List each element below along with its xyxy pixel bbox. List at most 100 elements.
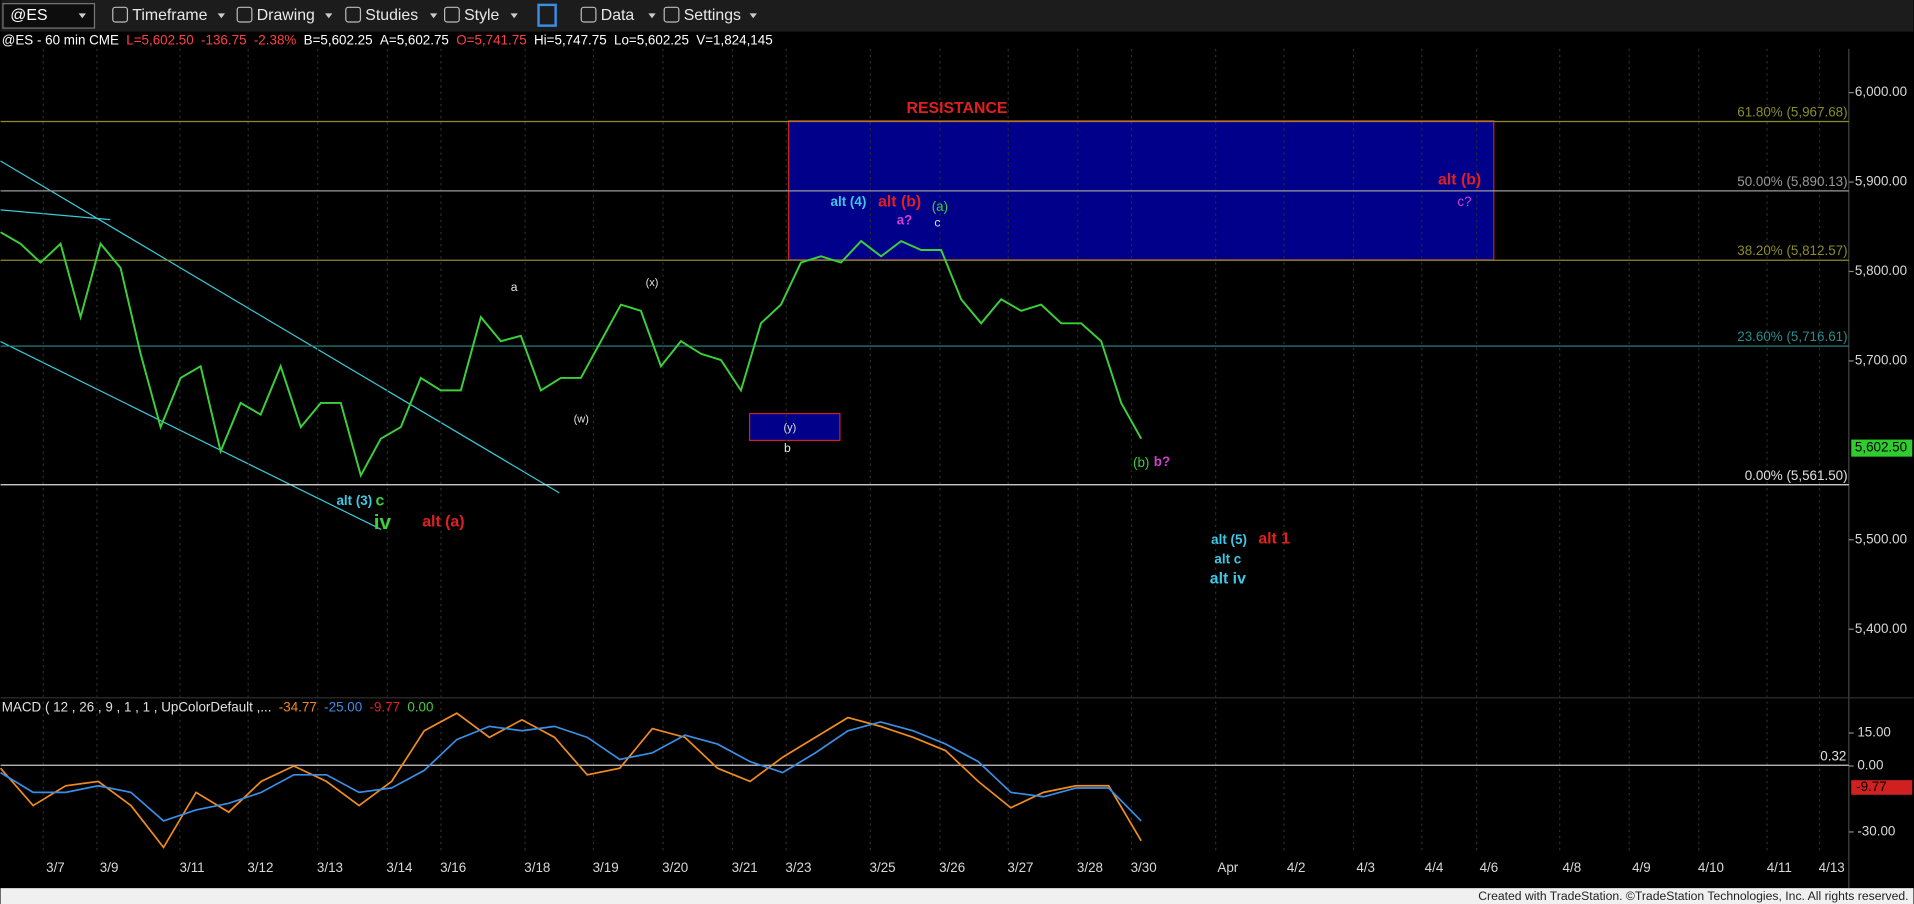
- last-price-tag: [1851, 439, 1913, 457]
- dropdown-arrow: [749, 13, 757, 19]
- info-item: L=5,602.50: [126, 32, 193, 47]
- x-tick-label: Apr: [1217, 860, 1238, 875]
- trendline: [0, 341, 382, 531]
- menu-icon[interactable]: [663, 6, 680, 23]
- footer-bar: [0, 888, 1914, 904]
- symbol[interactable]: @ES: [10, 7, 47, 24]
- wave-label: (y): [783, 422, 796, 434]
- menu-item[interactable]: Timeframe: [132, 7, 207, 24]
- macd-tick-label: 0.00: [1857, 758, 1883, 773]
- menu-icon[interactable]: [444, 6, 460, 23]
- x-tick-label: 3/14: [386, 860, 413, 875]
- wave-label: c: [934, 215, 940, 229]
- x-tick-label: 3/30: [1131, 860, 1157, 875]
- info-item: -136.75: [201, 32, 246, 47]
- menu-icon[interactable]: [345, 6, 362, 23]
- y-tick-label: 5,400.00: [1855, 621, 1907, 636]
- menu-icon[interactable]: [236, 6, 253, 23]
- x-tick-label: 3/26: [939, 860, 965, 875]
- x-tick-label: 3/27: [1007, 860, 1033, 875]
- macd-name: MACD ( 12 , 26 , 9 , 1 , 1 , UpColorDefa…: [2, 699, 272, 714]
- menu-icon[interactable]: [580, 6, 597, 23]
- x-tick-label: 3/16: [440, 860, 466, 875]
- wave-label: alt (a): [422, 513, 464, 530]
- info-item: -2.38%: [254, 32, 297, 47]
- wave-label: (w): [574, 414, 589, 426]
- fib-label: 0.00% (5,561.50): [1745, 468, 1848, 483]
- info-item: Lo=5,602.25: [614, 32, 689, 47]
- wave-label: c: [376, 493, 385, 510]
- wave-label: b: [784, 441, 791, 455]
- x-tick-label: 3/21: [732, 860, 758, 875]
- x-tick-label: 3/18: [524, 860, 550, 875]
- macd-title: MACD ( 12 , 26 , 9 , 1 , 1 , UpColorDefa…: [2, 699, 434, 714]
- x-tick-label: 4/9: [1632, 860, 1651, 875]
- x-tick-label: 3/13: [317, 860, 343, 875]
- target-box: [748, 412, 841, 442]
- wave-label: alt 1: [1258, 530, 1290, 547]
- macd-tick-label: 15.00: [1857, 725, 1891, 740]
- menu-item[interactable]: Data: [601, 7, 635, 24]
- wave-label: iv: [374, 511, 392, 534]
- wave-label: alt (b): [878, 194, 921, 211]
- dropdown-arrow: [78, 13, 86, 19]
- macd-zero-label: 0.32: [1820, 748, 1846, 763]
- x-tick-label: 3/28: [1077, 860, 1103, 875]
- x-tick-label: 4/11: [1767, 860, 1792, 875]
- x-tick-label: 3/19: [593, 860, 619, 875]
- dropdown-arrow: [510, 13, 518, 19]
- symbol-box[interactable]: [2, 3, 96, 29]
- wave-label: RESISTANCE: [907, 100, 1008, 117]
- footer-text: Created with TradeStation. ©TradeStation…: [1478, 889, 1908, 903]
- macd-current-label: -9.77: [1856, 779, 1887, 794]
- dropdown-arrow: [325, 13, 333, 19]
- dropdown-arrow: [429, 13, 438, 19]
- wave-label: a: [511, 280, 518, 294]
- y-tick-label: 5,800.00: [1855, 263, 1907, 278]
- trendline: [0, 160, 560, 494]
- x-tick-label: 3/23: [785, 860, 811, 875]
- macd-readout: -34.77: [279, 699, 317, 714]
- wave-label: alt (5): [1211, 532, 1247, 547]
- dropdown-arrow: [217, 13, 226, 19]
- fib-label: 38.20% (5,812.57): [1737, 243, 1847, 258]
- menu-item[interactable]: Studies: [365, 7, 418, 24]
- last-price-label: 5,602.50: [1855, 440, 1907, 455]
- info-item: O=5,741.75: [456, 32, 526, 47]
- wave-label: c?: [1457, 194, 1471, 209]
- menu-item[interactable]: Style: [464, 7, 499, 24]
- x-tick-label: 3/20: [662, 860, 688, 875]
- macd-current-tag: [1851, 780, 1913, 795]
- wave-label: b?: [1154, 454, 1170, 469]
- wave-label: alt (b): [1438, 172, 1481, 189]
- x-tick-label: 3/12: [247, 860, 273, 875]
- macd-readout: 0.00: [407, 699, 433, 714]
- wave-label: (b): [1133, 455, 1149, 470]
- x-tick-label: 4/13: [1819, 860, 1845, 875]
- menu-item[interactable]: Drawing: [257, 7, 315, 24]
- fib-label: 23.60% (5,716.61): [1737, 329, 1847, 344]
- layout-icon[interactable]: [537, 3, 557, 27]
- x-tick-label: 4/2: [1287, 860, 1306, 875]
- y-tick-label: 5,900.00: [1855, 174, 1907, 189]
- macd-readout: -25.00: [324, 699, 362, 714]
- macd-line: [0, 712, 1142, 849]
- wave-label: (x): [646, 277, 659, 289]
- x-tick-label: 4/10: [1698, 860, 1724, 875]
- trendline: [0, 209, 111, 221]
- wave-label: a?: [897, 212, 913, 227]
- wave-label: alt c: [1214, 552, 1241, 567]
- x-tick-label: 4/4: [1425, 860, 1444, 875]
- info-line: @ES - 60 min CME L=5,602.50 -136.75 -2.38% B…: [2, 32, 773, 47]
- x-tick-label: 4/8: [1563, 860, 1582, 875]
- dropdown-arrow: [648, 13, 656, 19]
- x-tick-label: 3/7: [46, 860, 65, 875]
- macd-tick-label: -30.00: [1857, 824, 1895, 839]
- menu-icon[interactable]: [112, 6, 129, 23]
- info-item: A=5,602.75: [380, 32, 449, 47]
- x-tick-label: 4/6: [1480, 860, 1499, 875]
- wave-label: (a): [932, 199, 948, 214]
- menu-item[interactable]: Settings: [684, 7, 741, 24]
